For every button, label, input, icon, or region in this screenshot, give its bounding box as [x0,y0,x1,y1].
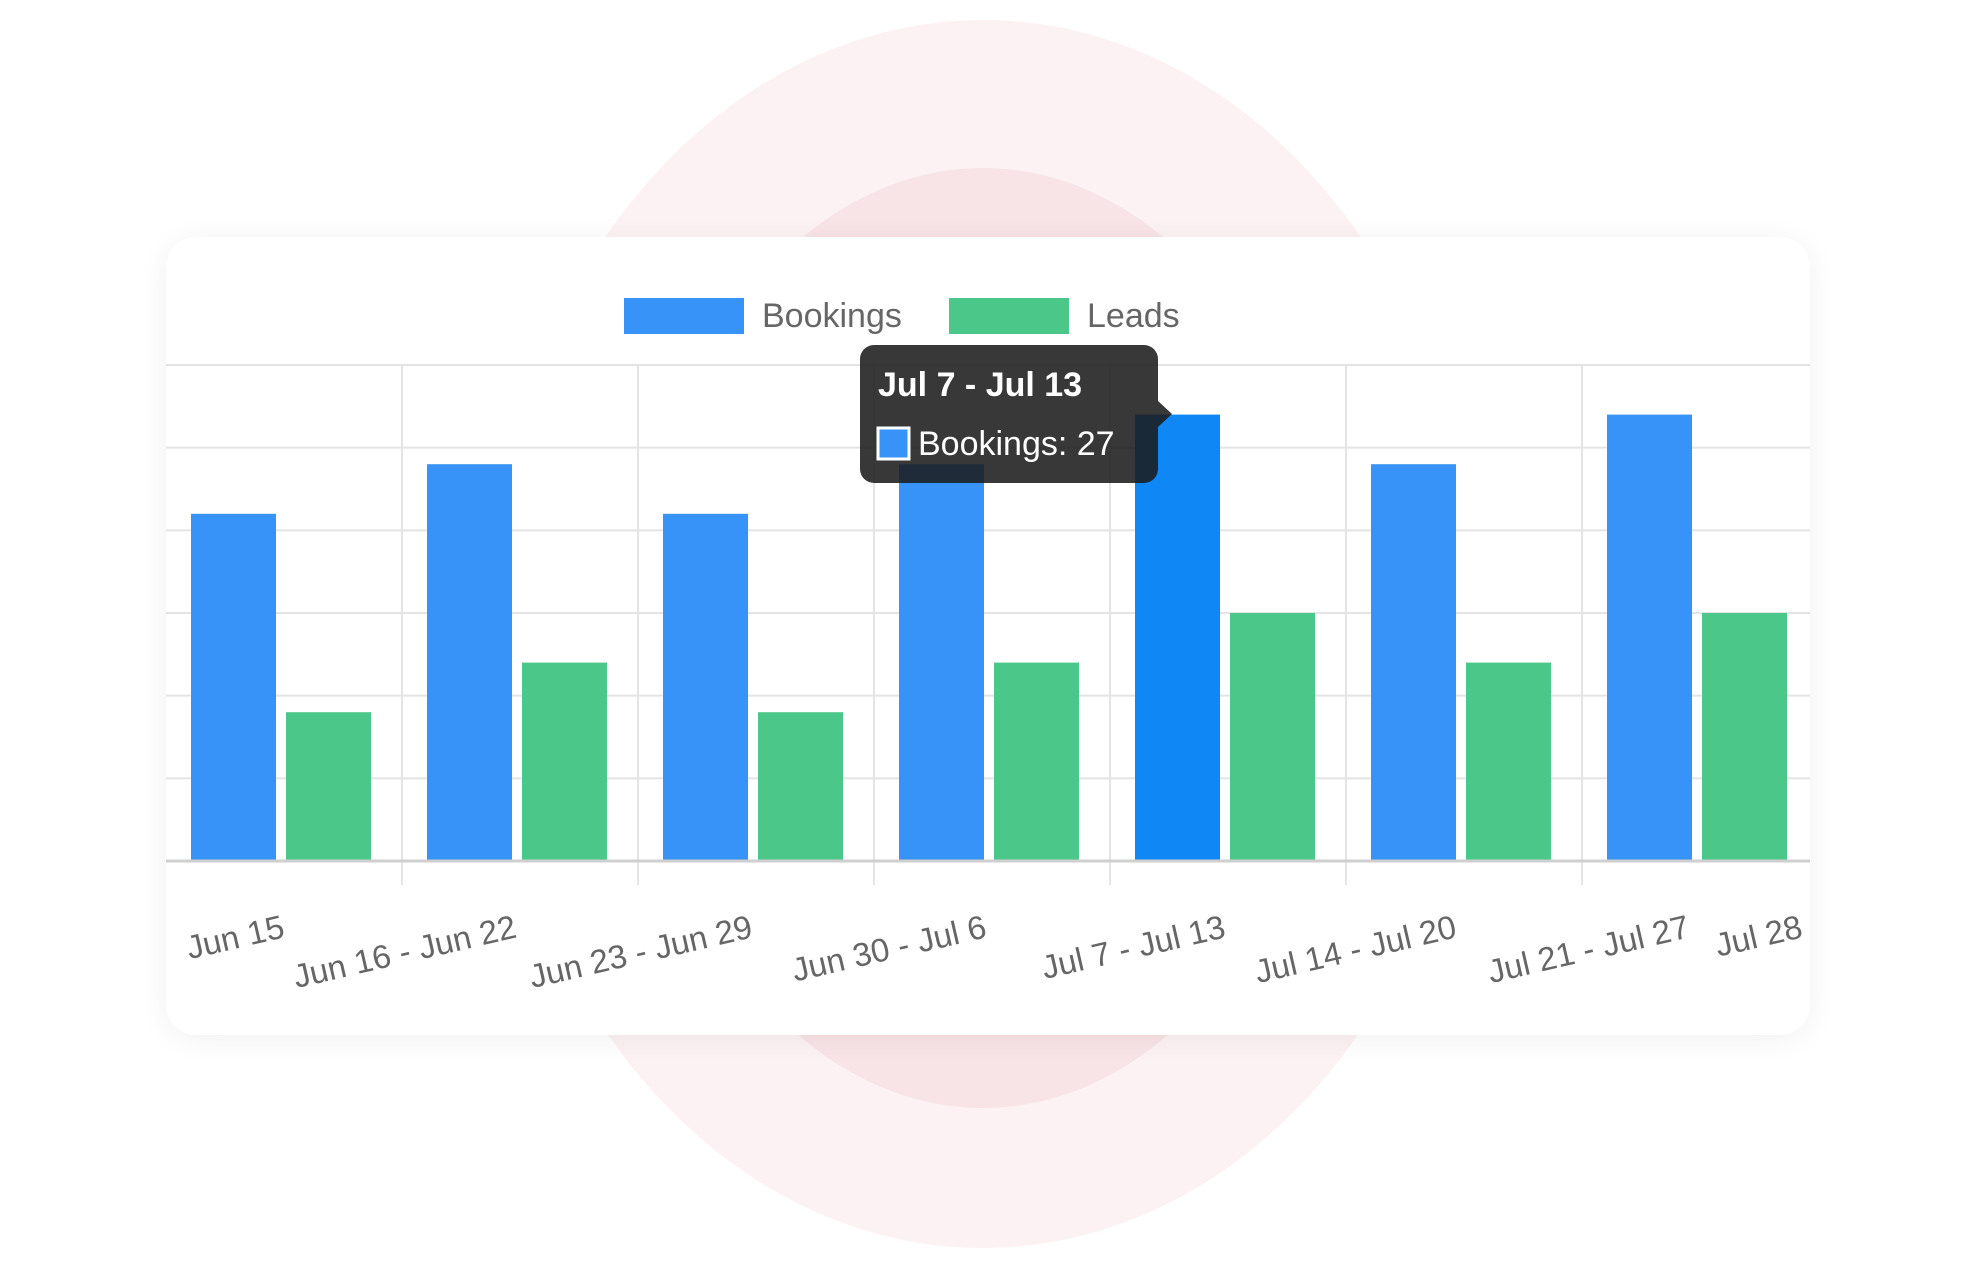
bar-bookings-1[interactable] [427,464,512,861]
legend-swatch-leads [949,298,1069,334]
bar-bookings-2[interactable] [663,513,748,861]
chart-card: Jun 15 Jun 16 - Jun 22 Jun 23 - Jun 29 Jun … [166,237,1810,1035]
x-tick-labels: Jun 15 Jun 16 - Jun 22 Jun 23 - Jun 29 Jun … [183,908,1806,995]
legend-swatch-bookings [624,298,744,334]
bar-leads-0[interactable] [286,712,371,861]
tooltip-title: Jul 7 - Jul 13 [878,366,1082,404]
bar-leads-5[interactable] [1466,662,1551,861]
bar-leads-2[interactable] [758,712,843,861]
legend-item-leads[interactable]: Leads [949,297,1180,335]
bar-leads-6[interactable] [1702,613,1787,861]
tooltip: Jul 7 - Jul 13 Bookings: 27 [860,345,1172,483]
tooltip-caret [1158,401,1172,427]
bar-bookings-0[interactable] [191,513,276,861]
tooltip-swatch [876,426,911,461]
x-tick-label: Jul 21 - Jul 27 [1484,908,1693,990]
bar-bookings-6[interactable] [1607,414,1692,861]
legend-item-bookings[interactable]: Bookings [624,297,902,335]
x-tick-label: Jul 14 - Jul 20 [1251,908,1460,990]
bar-bookings-5[interactable] [1371,464,1456,861]
tooltip-background [860,345,1158,483]
bar-bookings-4[interactable] [1135,414,1220,861]
bar-leads-4[interactable] [1230,613,1315,861]
x-tick-label: Jul 7 - Jul 13 [1038,908,1229,986]
bar-leads-3[interactable] [994,662,1079,861]
bars [191,414,1787,861]
legend-label-leads: Leads [1087,297,1180,335]
x-tick-label: Jun 15 [183,908,288,966]
x-tick-label: Jun 23 - Jun 29 [526,908,756,995]
legend-label-bookings: Bookings [762,297,902,335]
tooltip-label: Bookings: 27 [918,425,1115,463]
x-tick-label: Jul 28 [1711,908,1805,964]
x-tick-label: Jun 16 - Jun 22 [290,908,520,995]
bar-bookings-3[interactable] [899,464,984,861]
bar-leads-1[interactable] [522,662,607,861]
bar-chart: Jun 15 Jun 16 - Jun 22 Jun 23 - Jun 29 Jun … [166,297,1810,995]
legend: Bookings Leads [624,297,1180,335]
x-tick-label: Jun 30 - Jul 6 [788,908,989,989]
